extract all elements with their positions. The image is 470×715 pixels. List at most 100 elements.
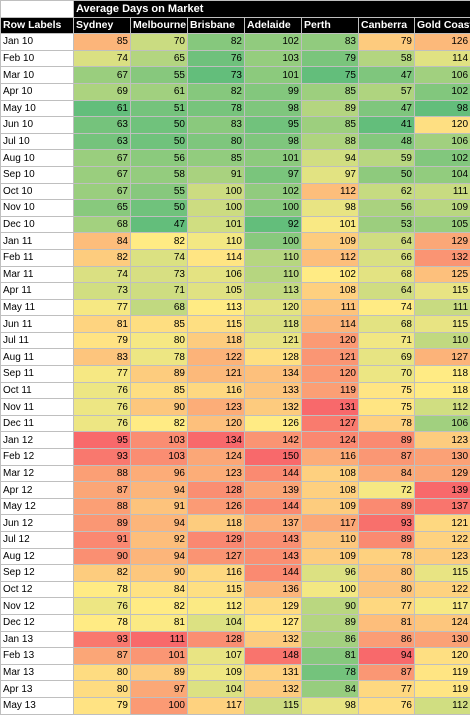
- value-cell[interactable]: 105: [415, 216, 470, 233]
- value-cell[interactable]: 100: [131, 697, 188, 714]
- value-cell[interactable]: 69: [74, 83, 131, 100]
- value-cell[interactable]: 53: [359, 216, 415, 233]
- value-cell[interactable]: 143: [245, 548, 302, 565]
- value-cell[interactable]: 80: [188, 133, 245, 150]
- value-cell[interactable]: 93: [74, 449, 131, 466]
- value-cell[interactable]: 78: [359, 415, 415, 432]
- value-cell[interactable]: 80: [74, 664, 131, 681]
- value-cell[interactable]: 56: [359, 200, 415, 217]
- row-label[interactable]: Jun 10: [1, 117, 74, 134]
- value-cell[interactable]: 109: [415, 200, 470, 217]
- value-cell[interactable]: 126: [245, 415, 302, 432]
- row-label[interactable]: Feb 11: [1, 249, 74, 266]
- value-cell[interactable]: 88: [74, 498, 131, 515]
- value-cell[interactable]: 129: [415, 233, 470, 250]
- value-cell[interactable]: 82: [131, 415, 188, 432]
- row-labels-header[interactable]: Row Labels: [1, 17, 74, 34]
- value-cell[interactable]: 82: [74, 249, 131, 266]
- value-cell[interactable]: 115: [245, 697, 302, 714]
- row-label[interactable]: Nov 10: [1, 200, 74, 217]
- value-cell[interactable]: 68: [131, 299, 188, 316]
- value-cell[interactable]: 88: [74, 465, 131, 482]
- value-cell[interactable]: 120: [415, 117, 470, 134]
- value-cell[interactable]: 95: [245, 117, 302, 134]
- value-cell[interactable]: 119: [415, 681, 470, 698]
- value-cell[interactable]: 110: [188, 233, 245, 250]
- value-cell[interactable]: 81: [131, 614, 188, 631]
- value-cell[interactable]: 55: [131, 183, 188, 200]
- value-cell[interactable]: 122: [415, 581, 470, 598]
- value-cell[interactable]: 132: [245, 681, 302, 698]
- value-cell[interactable]: 91: [74, 532, 131, 549]
- value-cell[interactable]: 100: [188, 200, 245, 217]
- value-cell[interactable]: 76: [74, 598, 131, 615]
- row-label[interactable]: Aug 10: [1, 150, 74, 167]
- value-cell[interactable]: 89: [131, 366, 188, 383]
- value-cell[interactable]: 72: [359, 482, 415, 499]
- value-cell[interactable]: 124: [415, 614, 470, 631]
- value-cell[interactable]: 130: [415, 631, 470, 648]
- value-cell[interactable]: 120: [415, 648, 470, 665]
- row-label[interactable]: Dec 12: [1, 614, 74, 631]
- column-header-adelaide[interactable]: Adelaide: [245, 17, 302, 34]
- value-cell[interactable]: 61: [74, 100, 131, 117]
- value-cell[interactable]: 89: [302, 100, 359, 117]
- value-cell[interactable]: 144: [245, 465, 302, 482]
- value-cell[interactable]: 87: [74, 648, 131, 665]
- value-cell[interactable]: 50: [359, 166, 415, 183]
- value-cell[interactable]: 80: [131, 332, 188, 349]
- value-cell[interactable]: 98: [245, 100, 302, 117]
- value-cell[interactable]: 67: [74, 183, 131, 200]
- value-cell[interactable]: 90: [131, 565, 188, 582]
- row-label[interactable]: Jan 10: [1, 34, 74, 51]
- value-cell[interactable]: 83: [74, 349, 131, 366]
- value-cell[interactable]: 104: [188, 681, 245, 698]
- row-label[interactable]: Apr 10: [1, 83, 74, 100]
- value-cell[interactable]: 115: [188, 316, 245, 333]
- value-cell[interactable]: 111: [302, 299, 359, 316]
- value-cell[interactable]: 127: [245, 614, 302, 631]
- value-cell[interactable]: 68: [74, 216, 131, 233]
- value-cell[interactable]: 96: [302, 565, 359, 582]
- value-cell[interactable]: 85: [302, 83, 359, 100]
- value-cell[interactable]: 86: [302, 631, 359, 648]
- value-cell[interactable]: 137: [415, 498, 470, 515]
- value-cell[interactable]: 80: [359, 565, 415, 582]
- value-cell[interactable]: 89: [302, 614, 359, 631]
- value-cell[interactable]: 90: [74, 548, 131, 565]
- value-cell[interactable]: 103: [131, 449, 188, 466]
- value-cell[interactable]: 80: [74, 681, 131, 698]
- row-label[interactable]: Aug 12: [1, 548, 74, 565]
- value-cell[interactable]: 134: [245, 366, 302, 383]
- value-cell[interactable]: 94: [359, 648, 415, 665]
- value-cell[interactable]: 102: [302, 266, 359, 283]
- row-label[interactable]: Mar 13: [1, 664, 74, 681]
- row-label[interactable]: Feb 13: [1, 648, 74, 665]
- value-cell[interactable]: 129: [245, 598, 302, 615]
- value-cell[interactable]: 76: [74, 382, 131, 399]
- value-cell[interactable]: 85: [302, 117, 359, 134]
- value-cell[interactable]: 113: [188, 299, 245, 316]
- value-cell[interactable]: 101: [245, 67, 302, 84]
- value-cell[interactable]: 105: [188, 283, 245, 300]
- value-cell[interactable]: 90: [302, 598, 359, 615]
- value-cell[interactable]: 117: [302, 515, 359, 532]
- value-cell[interactable]: 77: [359, 681, 415, 698]
- value-cell[interactable]: 89: [359, 532, 415, 549]
- row-label[interactable]: Nov 11: [1, 399, 74, 416]
- value-cell[interactable]: 89: [74, 515, 131, 532]
- value-cell[interactable]: 62: [359, 183, 415, 200]
- value-cell[interactable]: 79: [302, 50, 359, 67]
- value-cell[interactable]: 69: [359, 349, 415, 366]
- row-label[interactable]: Mar 11: [1, 266, 74, 283]
- value-cell[interactable]: 94: [131, 515, 188, 532]
- value-cell[interactable]: 110: [415, 332, 470, 349]
- column-header-gold-coast[interactable]: Gold Coast: [415, 17, 470, 34]
- value-cell[interactable]: 101: [245, 150, 302, 167]
- value-cell[interactable]: 56: [131, 150, 188, 167]
- value-cell[interactable]: 75: [302, 67, 359, 84]
- value-cell[interactable]: 94: [131, 482, 188, 499]
- value-cell[interactable]: 97: [245, 166, 302, 183]
- value-cell[interactable]: 106: [415, 415, 470, 432]
- row-label[interactable]: Jan 12: [1, 432, 74, 449]
